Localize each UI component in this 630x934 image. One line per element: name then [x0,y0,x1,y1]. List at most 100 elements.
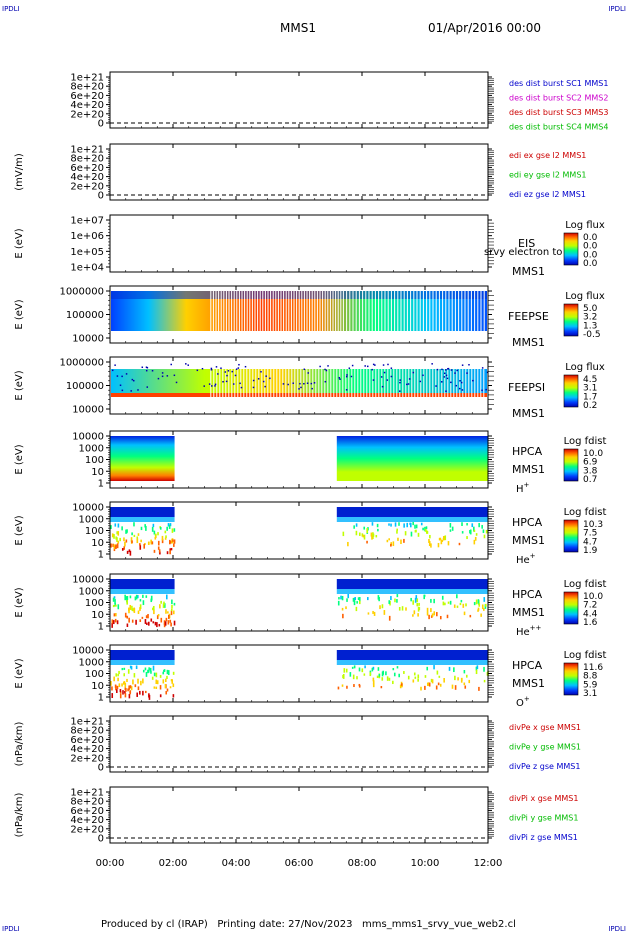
feepsi-speck [303,368,306,371]
hpca-speck [483,679,486,683]
hpca-speck [135,619,137,625]
hpca-speck [129,690,132,694]
hpca-speck [337,686,340,690]
spacecraft-label: MMS1 [512,336,545,349]
hpca-speck [414,524,416,529]
hpca-speck [147,621,150,626]
hpca-speck [165,535,167,539]
feepsi-speck [381,385,384,388]
y-tick-label: 4e+20 [70,815,104,826]
feepsi-speck [390,367,393,369]
y-tick-label: 10000 [72,432,104,443]
hpca-speck [415,529,417,533]
hpca-speck [398,522,400,526]
feepsi-speck [196,369,199,372]
hpca-speck [163,601,165,606]
hpca-speck [163,620,166,625]
hpca-speck [405,607,407,611]
hpca-speck [137,686,140,691]
feepsi-speck [132,379,135,382]
feepsi-speck [468,364,470,366]
colorbar-tick-label: 8.8 [583,672,598,682]
feepsi-speck [239,382,241,385]
colorbar-tick-label: 0.7 [583,475,597,485]
hpca-speck [166,551,169,555]
hpca-speck [173,528,176,532]
colorbar-tick-label: -0.5 [583,330,601,340]
hpca-speck [121,667,124,671]
hpca-speck [139,604,142,610]
hpca-speck [128,607,130,612]
hpca-speck [140,680,142,686]
hpca-speck [433,611,436,616]
hpca-speck [437,542,440,548]
hpca-speck [151,541,154,545]
hpca-speck [358,597,361,602]
hpca-speck [453,604,456,608]
hpca-speck [481,524,483,529]
hpca-speck [478,686,480,691]
feepsi-speck [131,378,134,381]
hpca-speck [431,613,434,617]
y-tick-label: 1000 [79,514,104,525]
hpca-speck [417,532,420,537]
hpca-speck [111,619,114,624]
y-tick-label: 0 [98,834,104,845]
y-axis-label: E (eV) [14,444,25,474]
panel-hpca_o [109,644,489,703]
hpca-speck [448,666,451,671]
hpca-speck [125,596,128,600]
hpca-speck [475,533,478,536]
feepsi-speck [445,369,447,371]
hpca-speck [128,617,130,623]
hpca-speck [346,598,348,602]
hpca-speck [144,667,147,671]
hpca-h-flux [336,436,488,481]
feepsi-speck [240,386,243,389]
hpca-speck [165,594,168,600]
hpca-speck [121,526,123,531]
feepsi-speck [214,385,216,387]
hpca-speck [372,666,375,670]
feepsi-speck [419,380,422,383]
y-tick-label: 100 [85,669,104,680]
hpca-speck [152,605,155,611]
hpca-speck [437,682,440,686]
hpca-speck [428,541,431,547]
y-tick-label: 2e+20 [70,109,104,120]
instrument-label: FEEPSE [508,310,549,323]
colorbar-tick-label: 0.0 [583,250,598,260]
hpca-speck [126,623,129,627]
hpca-speck [453,667,455,673]
panel-hpca_h [109,430,489,489]
hpca-speck [393,672,396,677]
hpca-speck [415,595,418,600]
feepsi-speck [298,388,300,390]
hpca-speck [134,684,137,688]
colorbar [563,448,579,482]
hpca-speck [351,666,354,669]
feepsi-speck [116,375,119,377]
hpca-speck [375,534,378,538]
hpca-speck [119,537,121,542]
hpca-speck [338,597,340,600]
feepsi-speck [234,374,237,377]
hpca-speck [124,594,126,597]
feepsi-speck [208,383,211,385]
feepsi-speck [161,372,164,374]
hpca-speck [145,671,148,677]
hpca-speck [110,543,112,548]
hpca-speck [367,612,370,615]
hpca-speck [111,693,114,699]
hpca-speck [436,670,439,675]
hpca-speck [116,543,119,549]
hpca-speck [439,615,442,620]
spacecraft-label: MMS1 [512,606,545,619]
feepsi-speck [225,380,228,383]
y-tick-label: 10 [91,681,104,692]
feepsi-speck [472,379,474,382]
hpca-speck [173,543,175,547]
hpca-speck [483,534,486,539]
colorbar-tick-label: 11.6 [583,663,603,673]
hpca-speck [400,683,403,686]
